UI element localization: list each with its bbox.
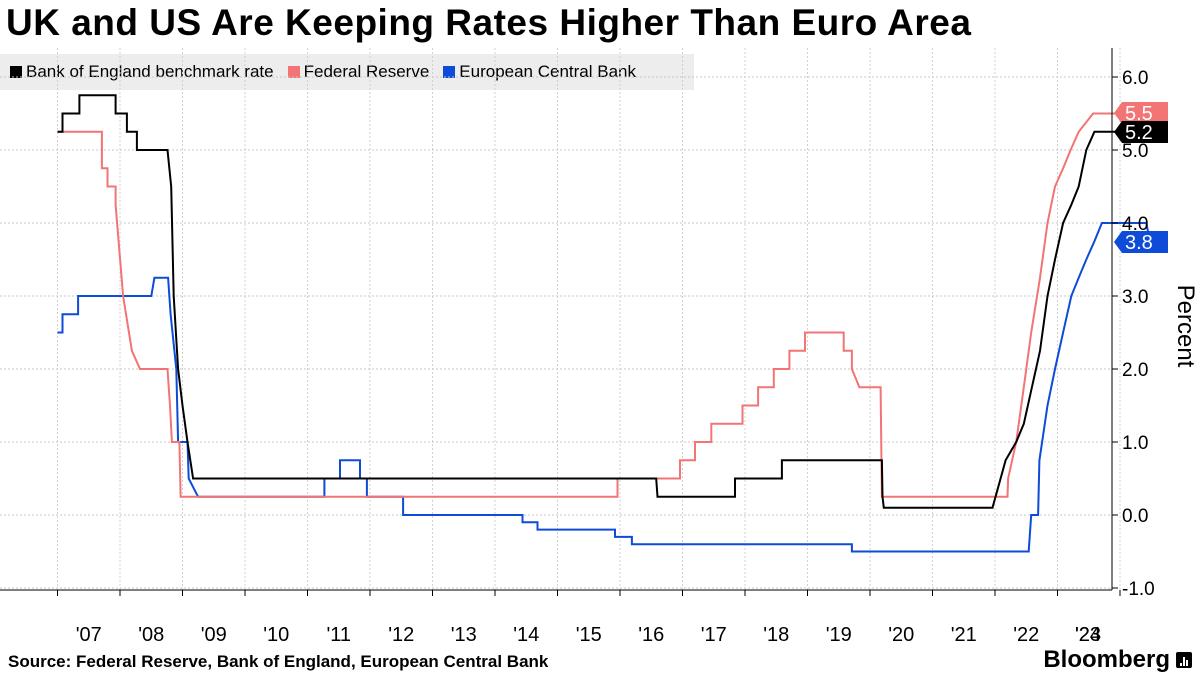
- value-tag-text: 5.2: [1125, 122, 1153, 144]
- boe-rate-line: [57, 94, 1155, 509]
- y-tick-label: 0.0: [1122, 506, 1148, 527]
- legend-swatch-ecb: [443, 66, 456, 78]
- brand-name: Bloomberg: [1043, 646, 1170, 673]
- value-tag-text: 5.5: [1125, 103, 1153, 125]
- y-tick-label: 6.0: [1122, 68, 1148, 89]
- y-tick-label: -1.0: [1122, 579, 1155, 600]
- x-tick-label: '14: [513, 624, 539, 646]
- series-lines: [57, 94, 1155, 553]
- ecb-rate-line: [57, 222, 1151, 553]
- y-tick-label: 3.0: [1122, 287, 1148, 308]
- end-value-labels: 5.55.2 3.8: [1114, 102, 1168, 254]
- y-axis-label: Percent: [1172, 285, 1199, 368]
- x-tick-label: '19: [826, 624, 852, 646]
- legend-label-ecb: European Central Bank: [459, 62, 637, 81]
- x-tick-label: '07: [76, 624, 102, 646]
- y-tick-label: 2.0: [1122, 360, 1148, 381]
- x-tick-label: '24: [1075, 624, 1101, 646]
- x-tick-label: '08: [138, 624, 164, 646]
- legend-swatch-fed: [287, 66, 300, 78]
- x-tick-label: '22: [1013, 624, 1039, 646]
- legend-item-boe: Bank of England benchmark rate: [10, 62, 274, 82]
- x-tick-label: '21: [951, 624, 977, 646]
- ecb-last-value-tag: 3.8: [1114, 231, 1168, 254]
- y-tick-label: 4.0: [1122, 214, 1148, 235]
- x-tick-label: '23: [1075, 624, 1101, 646]
- legend-label-boe: Bank of England benchmark rate: [26, 62, 274, 81]
- x-tick-label: '10: [263, 624, 289, 646]
- axes: Percent: [0, 48, 1199, 591]
- source-note: Source: Federal Reserve, Bank of England…: [8, 652, 549, 671]
- legend-item-fed: Federal Reserve: [287, 62, 430, 82]
- legend-item-ecb: European Central Bank: [443, 62, 636, 82]
- fed-last-value-tag: 5.5: [1114, 102, 1168, 125]
- bloomberg-logo: Bloomberg: [1043, 646, 1192, 674]
- value-tag-shape: [1114, 121, 1168, 143]
- x-tick-label: '12: [388, 624, 414, 646]
- value-tag-shape: [1114, 102, 1168, 124]
- y-tick-label: 5.0: [1122, 141, 1148, 162]
- legend-label-fed: Federal Reserve: [303, 62, 430, 81]
- value-tag-text: 3.8: [1125, 232, 1153, 254]
- tick-labels: 6.0 5.0 4.0 3.0 2.0 1.0 0.0 -1.0 '07 '08 '09 '10 '11…: [57, 68, 1155, 646]
- x-tick-label: '13: [451, 624, 477, 646]
- value-tag-shape: [1114, 231, 1168, 253]
- legend-swatch-boe: [10, 66, 22, 78]
- y-tick-label: 1.0: [1122, 433, 1148, 454]
- x-tick-label: '11: [326, 624, 351, 646]
- legend: Bank of England benchmark rate Federal R…: [0, 54, 694, 90]
- x-tick-label: '09: [201, 624, 227, 646]
- fed-rate-line: [57, 112, 1155, 498]
- x-tick-label: '20: [888, 624, 914, 646]
- chart-title: UK and US Are Keeping Rates Higher Than …: [6, 2, 972, 43]
- terminal-icon: [1176, 652, 1192, 668]
- x-tick-label: '18: [763, 624, 789, 646]
- x-tick-label: '17: [701, 624, 727, 646]
- x-tick-label: '16: [638, 624, 664, 646]
- boe-last-value-tag: 5.2: [1114, 121, 1168, 144]
- x-tick-label: '15: [576, 624, 602, 646]
